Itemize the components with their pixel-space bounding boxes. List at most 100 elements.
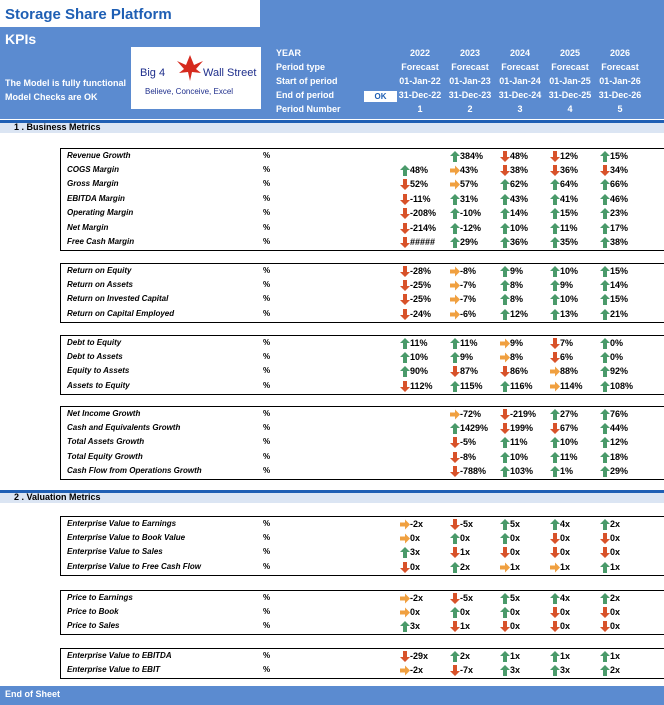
metric-cell[interactable]: -5x bbox=[448, 518, 498, 532]
metric-cell[interactable]: 108% bbox=[598, 380, 648, 394]
metric-cell[interactable]: 11% bbox=[548, 451, 598, 465]
metric-cell[interactable]: 0x bbox=[448, 606, 498, 620]
metric-cell[interactable]: 90% bbox=[398, 365, 448, 379]
metric-cell[interactable]: 29% bbox=[448, 236, 498, 250]
metric-cell[interactable]: 67% bbox=[548, 422, 598, 436]
metric-cell[interactable]: -5% bbox=[448, 436, 498, 450]
metric-cell[interactable]: 15% bbox=[598, 150, 648, 164]
metric-cell[interactable]: 43% bbox=[498, 193, 548, 207]
metric-cell[interactable]: 21% bbox=[598, 308, 648, 322]
metric-cell[interactable]: 15% bbox=[548, 207, 598, 221]
metric-cell[interactable]: -6% bbox=[448, 308, 498, 322]
metric-cell[interactable]: -25% bbox=[398, 279, 448, 293]
metric-cell[interactable]: -2x bbox=[398, 518, 448, 532]
metric-cell[interactable]: 0x bbox=[448, 532, 498, 546]
metric-cell[interactable]: 0x bbox=[498, 620, 548, 634]
metric-cell[interactable]: 15% bbox=[598, 265, 648, 279]
metric-cell[interactable]: -24% bbox=[398, 308, 448, 322]
metric-cell[interactable]: ##### bbox=[398, 236, 448, 250]
metric-cell[interactable]: 14% bbox=[598, 279, 648, 293]
metric-cell[interactable]: 9% bbox=[448, 351, 498, 365]
metric-cell[interactable]: 0x bbox=[398, 606, 448, 620]
metric-cell[interactable]: 48% bbox=[398, 164, 448, 178]
metric-cell[interactable]: -2x bbox=[398, 592, 448, 606]
metric-cell[interactable]: 52% bbox=[398, 178, 448, 192]
metric-cell[interactable]: 1x bbox=[498, 561, 548, 575]
metric-cell[interactable]: 15% bbox=[598, 293, 648, 307]
metric-cell[interactable]: 88% bbox=[548, 365, 598, 379]
metric-cell[interactable]: 0x bbox=[548, 546, 598, 560]
metric-cell[interactable]: 10% bbox=[498, 451, 548, 465]
metric-cell[interactable]: -7% bbox=[448, 279, 498, 293]
metric-cell[interactable]: 13% bbox=[548, 308, 598, 322]
metric-cell[interactable]: 116% bbox=[498, 380, 548, 394]
metric-cell[interactable]: 8% bbox=[498, 293, 548, 307]
metric-cell[interactable]: 1x bbox=[498, 650, 548, 664]
metric-cell[interactable]: 114% bbox=[548, 380, 598, 394]
metric-cell[interactable]: -25% bbox=[398, 293, 448, 307]
metric-cell[interactable]: 38% bbox=[498, 164, 548, 178]
metric-cell[interactable]: 18% bbox=[598, 451, 648, 465]
metric-cell[interactable]: -2x bbox=[398, 664, 448, 678]
metric-cell[interactable]: 8% bbox=[498, 351, 548, 365]
metric-cell[interactable]: 103% bbox=[498, 465, 548, 479]
metric-cell[interactable]: 92% bbox=[598, 365, 648, 379]
metric-cell[interactable]: -28% bbox=[398, 265, 448, 279]
metric-cell[interactable]: 0x bbox=[548, 620, 598, 634]
metric-cell[interactable]: 11% bbox=[448, 337, 498, 351]
metric-cell[interactable]: 9% bbox=[498, 265, 548, 279]
metric-cell[interactable]: -12% bbox=[448, 222, 498, 236]
metric-cell[interactable]: 10% bbox=[548, 293, 598, 307]
metric-cell[interactable]: 4x bbox=[548, 518, 598, 532]
metric-cell[interactable]: 7% bbox=[548, 337, 598, 351]
metric-cell[interactable]: -8% bbox=[448, 265, 498, 279]
metric-cell[interactable]: 1x bbox=[598, 561, 648, 575]
metric-cell[interactable]: 0x bbox=[498, 606, 548, 620]
metric-cell[interactable]: 0% bbox=[598, 337, 648, 351]
metric-cell[interactable]: 31% bbox=[448, 193, 498, 207]
metric-cell[interactable]: 86% bbox=[498, 365, 548, 379]
metric-cell[interactable]: 115% bbox=[448, 380, 498, 394]
metric-cell[interactable]: 10% bbox=[498, 222, 548, 236]
metric-cell[interactable]: 8% bbox=[498, 279, 548, 293]
metric-cell[interactable]: 9% bbox=[498, 337, 548, 351]
metric-cell[interactable]: 112% bbox=[398, 380, 448, 394]
metric-cell[interactable]: 66% bbox=[598, 178, 648, 192]
metric-cell[interactable]: 3x bbox=[398, 546, 448, 560]
metric-cell[interactable]: 5x bbox=[498, 592, 548, 606]
metric-cell[interactable]: 0x bbox=[598, 606, 648, 620]
metric-cell[interactable]: 29% bbox=[598, 465, 648, 479]
metric-cell[interactable]: 41% bbox=[548, 193, 598, 207]
metric-cell[interactable]: -219% bbox=[498, 408, 548, 422]
metric-cell[interactable]: 3x bbox=[498, 664, 548, 678]
metric-cell[interactable]: -8% bbox=[448, 451, 498, 465]
metric-cell[interactable]: 0x bbox=[398, 561, 448, 575]
metric-cell[interactable]: -788% bbox=[448, 465, 498, 479]
metric-cell[interactable]: 1x bbox=[448, 620, 498, 634]
metric-cell[interactable]: -72% bbox=[448, 408, 498, 422]
metric-cell[interactable]: -10% bbox=[448, 207, 498, 221]
metric-cell[interactable]: 12% bbox=[598, 436, 648, 450]
metric-cell[interactable]: 2x bbox=[598, 518, 648, 532]
metric-cell[interactable]: 62% bbox=[498, 178, 548, 192]
metric-cell[interactable]: 0x bbox=[598, 532, 648, 546]
metric-cell[interactable]: 0x bbox=[398, 532, 448, 546]
metric-cell[interactable]: 3x bbox=[548, 664, 598, 678]
metric-cell[interactable]: 1x bbox=[448, 546, 498, 560]
metric-cell[interactable]: 2x bbox=[598, 664, 648, 678]
metric-cell[interactable]: 384% bbox=[448, 150, 498, 164]
metric-cell[interactable]: 6% bbox=[548, 351, 598, 365]
metric-cell[interactable]: 10% bbox=[398, 351, 448, 365]
metric-cell[interactable]: 12% bbox=[498, 308, 548, 322]
metric-cell[interactable]: 14% bbox=[498, 207, 548, 221]
metric-cell[interactable]: 38% bbox=[598, 236, 648, 250]
metric-cell[interactable]: 2x bbox=[448, 561, 498, 575]
metric-cell[interactable]: 44% bbox=[598, 422, 648, 436]
metric-cell[interactable]: 57% bbox=[448, 178, 498, 192]
metric-cell[interactable]: 0% bbox=[598, 351, 648, 365]
metric-cell[interactable]: 5x bbox=[498, 518, 548, 532]
metric-cell[interactable]: 34% bbox=[598, 164, 648, 178]
metric-cell[interactable]: 43% bbox=[448, 164, 498, 178]
metric-cell[interactable]: 3x bbox=[398, 620, 448, 634]
metric-cell[interactable]: 0x bbox=[598, 546, 648, 560]
